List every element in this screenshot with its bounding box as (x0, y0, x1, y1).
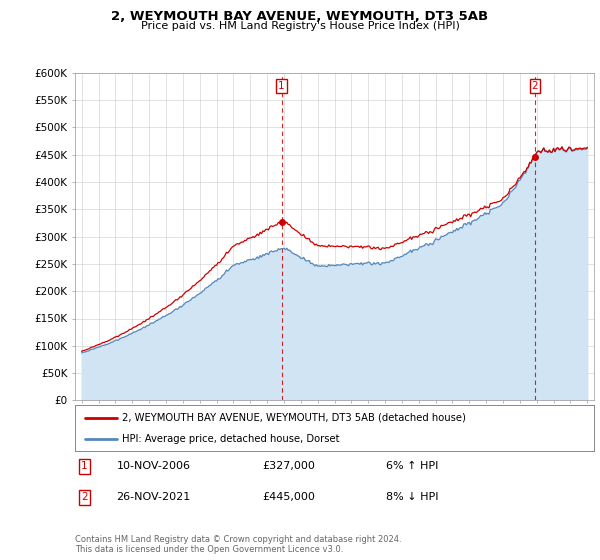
Text: Price paid vs. HM Land Registry's House Price Index (HPI): Price paid vs. HM Land Registry's House … (140, 21, 460, 31)
Text: 26-NOV-2021: 26-NOV-2021 (116, 492, 191, 502)
Text: 2: 2 (81, 492, 88, 502)
Text: HPI: Average price, detached house, Dorset: HPI: Average price, detached house, Dors… (122, 435, 339, 444)
Text: Contains HM Land Registry data © Crown copyright and database right 2024.
This d: Contains HM Land Registry data © Crown c… (75, 535, 401, 554)
Text: 2: 2 (532, 81, 538, 91)
Text: 2, WEYMOUTH BAY AVENUE, WEYMOUTH, DT3 5AB (detached house): 2, WEYMOUTH BAY AVENUE, WEYMOUTH, DT3 5A… (122, 413, 466, 423)
Text: 6% ↑ HPI: 6% ↑ HPI (386, 461, 439, 472)
Text: 1: 1 (278, 81, 285, 91)
Text: 10-NOV-2006: 10-NOV-2006 (116, 461, 191, 472)
Text: 8% ↓ HPI: 8% ↓ HPI (386, 492, 439, 502)
Text: £327,000: £327,000 (262, 461, 315, 472)
Text: 2, WEYMOUTH BAY AVENUE, WEYMOUTH, DT3 5AB: 2, WEYMOUTH BAY AVENUE, WEYMOUTH, DT3 5A… (112, 10, 488, 23)
Text: 1: 1 (81, 461, 88, 472)
Text: £445,000: £445,000 (262, 492, 315, 502)
